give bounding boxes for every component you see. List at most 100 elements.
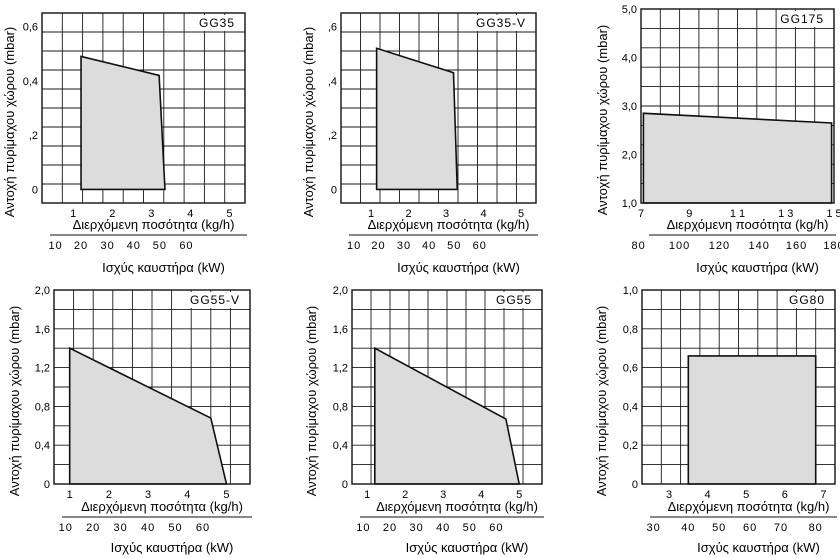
y-axis-label: Αντοχή πυρίμαχου χώρου (mbar): [304, 306, 319, 496]
y-tick-label: ,2: [29, 130, 38, 142]
x-tick-label: 1 1: [730, 208, 745, 220]
y-tick-label: 0,6: [623, 363, 638, 375]
plot-frame: [641, 289, 836, 485]
y-axis-label: Αντοχή πυρίμαχου χώρου (mbar): [595, 25, 610, 215]
model-label-bg: [472, 15, 532, 31]
plot-frame: [53, 289, 251, 485]
x2-tick-label: 50: [463, 522, 477, 534]
y-tick-label: 0,4: [623, 401, 638, 413]
x-tick-label: 4: [187, 208, 193, 220]
x2-tick-label: 50: [168, 522, 182, 534]
x2-tick-label: 30: [100, 240, 114, 252]
model-label: GG80: [789, 293, 825, 307]
y-tick-label: 0: [32, 184, 38, 196]
y-tick-label: 1,2: [333, 363, 348, 375]
x2-tick-label: 60: [473, 240, 487, 252]
model-label-bg: [186, 292, 246, 308]
x2-tick-label: 40: [422, 240, 436, 252]
model-label-bg: [779, 11, 830, 27]
operating-area: [375, 47, 459, 191]
x-tick-label: 2: [109, 208, 115, 220]
x2-tick-label: 40: [127, 240, 141, 252]
plot-frame: [640, 8, 835, 204]
plot-frame: [340, 12, 537, 204]
x2-tick-label: 60: [196, 522, 210, 534]
y-tick-label: 0: [342, 479, 348, 491]
x-tick-label: 1: [364, 489, 370, 501]
x2-axis-label: Ισχύς καυστήρα (kW): [696, 260, 819, 275]
x2-tick-label: 50: [447, 240, 461, 252]
y-tick-label: 2,0: [622, 150, 637, 162]
x2-tick-label: 30: [646, 522, 660, 534]
x-tick-label: 7: [638, 208, 644, 220]
x-tick-label: 3: [148, 208, 154, 220]
x2-tick-label: 10: [356, 522, 370, 534]
y-tick-label: 5,0: [622, 4, 637, 16]
x2-tick-label: 40: [436, 522, 450, 534]
x2-axis-label: Ισχύς καυστήρα (kW): [111, 540, 234, 555]
x-axis-label: Διερχόμενη ποσότητα (kg/h): [376, 499, 538, 514]
y-tick-label: 1,0: [622, 198, 637, 210]
y-tick-label: 2,0: [333, 285, 348, 297]
x2-tick-label: 20: [74, 240, 88, 252]
x2-axis-label: Ισχύς καυστήρα (kW): [102, 260, 225, 275]
y-tick-label: 0: [632, 479, 638, 491]
x2-tick-label: 10: [347, 240, 361, 252]
x-axis-label: Διερχόμενη ποσότητα (kg/h): [81, 499, 243, 514]
y-tick-label: 0: [44, 479, 50, 491]
x-tick-label: 9: [686, 208, 692, 220]
y-tick-label: 4,0: [622, 53, 637, 65]
x2-tick-label: 70: [774, 522, 788, 534]
x-tick-label: 1 5: [826, 208, 840, 220]
y-tick-label: 0,6: [23, 22, 38, 34]
x2-tick-label: 180: [823, 240, 840, 252]
x2-tick-label: 50: [153, 240, 167, 252]
x2-tick-label: 120: [709, 240, 730, 252]
y-tick-label: 0,2: [623, 440, 638, 452]
x-axis-label: Διερχόμενη ποσότητα (kg/h): [667, 217, 829, 232]
y-tick-label: 0,8: [333, 401, 348, 413]
x2-axis-label: Ισχύς καυστήρα (kW): [397, 260, 520, 275]
y-tick-label: ,4: [328, 76, 337, 88]
x-tick-label: 1: [70, 208, 76, 220]
x2-tick-label: 20: [86, 522, 100, 534]
x-tick-label: 5: [518, 208, 524, 220]
x-tick-label: 3: [440, 489, 446, 501]
x-tick-label: 2: [106, 489, 112, 501]
x2-tick-label: 80: [631, 240, 645, 252]
x2-tick-label: 80: [809, 522, 823, 534]
x-tick-label: 1: [368, 208, 374, 220]
x-tick-label: 3: [443, 208, 449, 220]
y-tick-label: ,6: [328, 22, 337, 34]
x2-tick-label: 40: [681, 522, 695, 534]
x-tick-label: 4: [480, 208, 486, 220]
x-axis-label: Διερχόμενη ποσότητα (kg/h): [368, 217, 530, 232]
y-tick-label: 1,6: [333, 324, 348, 336]
x2-tick-label: 10: [59, 522, 73, 534]
x-axis-label: Διερχόμενη ποσότητα (kg/h): [73, 217, 235, 232]
operating-area: [80, 55, 166, 191]
model-label: GG175: [780, 12, 824, 26]
y-tick-label: 1,6: [35, 324, 50, 336]
x-tick-label: 7: [820, 489, 826, 501]
x2-tick-label: 20: [371, 240, 385, 252]
x-tick-label: 6: [782, 489, 788, 501]
model-label-bg: [495, 292, 538, 308]
x-axis-label: Διερχόμενη ποσότητα (kg/h): [668, 499, 830, 514]
x2-tick-label: 30: [114, 522, 128, 534]
model-label: GG55-V: [190, 293, 240, 307]
x2-axis-label: Ισχύς καυστήρα (kW): [406, 540, 529, 555]
x2-tick-label: 60: [489, 522, 503, 534]
x-tick-label: 3: [666, 489, 672, 501]
y-tick-label: ,2: [328, 130, 337, 142]
x2-tick-label: 60: [179, 240, 193, 252]
x2-tick-label: 50: [712, 522, 726, 534]
x2-tick-label: 20: [383, 522, 397, 534]
x2-tick-label: 100: [669, 240, 690, 252]
x-tick-label: 1 3: [778, 208, 793, 220]
x-tick-label: 4: [184, 489, 190, 501]
